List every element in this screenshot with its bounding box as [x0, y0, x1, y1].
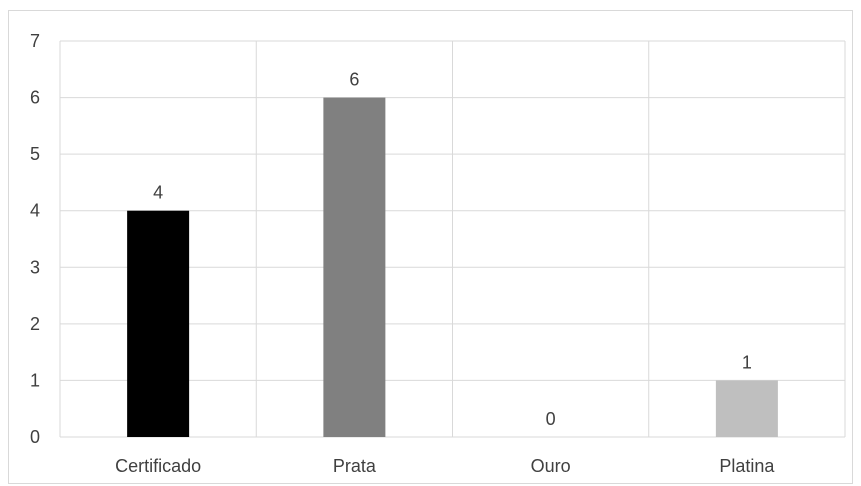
y-tick-label: 6	[30, 88, 40, 108]
x-axis-category-labels: Certificado Prata Ouro Platina	[115, 456, 775, 476]
y-tick-label: 5	[30, 144, 40, 164]
bar-platina	[715, 380, 778, 437]
bar-certificado	[127, 210, 190, 437]
data-label-ouro: 0	[546, 409, 556, 429]
data-label-certificado: 4	[153, 183, 163, 203]
bar-prata	[323, 97, 386, 438]
y-tick-label: 0	[30, 427, 40, 447]
y-tick-label: 2	[30, 314, 40, 334]
x-category-label: Ouro	[531, 456, 571, 476]
y-axis-tick-labels: 0 1 2 3 4 5 6 7	[30, 31, 40, 447]
x-category-label: Platina	[719, 456, 775, 476]
data-label-prata: 6	[349, 70, 359, 90]
y-tick-label: 1	[30, 370, 40, 390]
data-label-platina: 1	[742, 352, 752, 372]
bars	[127, 97, 778, 438]
data-labels: 4 6 0 1	[153, 70, 752, 429]
x-category-label: Prata	[333, 456, 377, 476]
x-category-label: Certificado	[115, 456, 201, 476]
grid-lines	[59, 40, 846, 438]
y-tick-label: 3	[30, 257, 40, 277]
y-tick-label: 7	[30, 31, 40, 51]
y-tick-label: 4	[30, 201, 40, 221]
